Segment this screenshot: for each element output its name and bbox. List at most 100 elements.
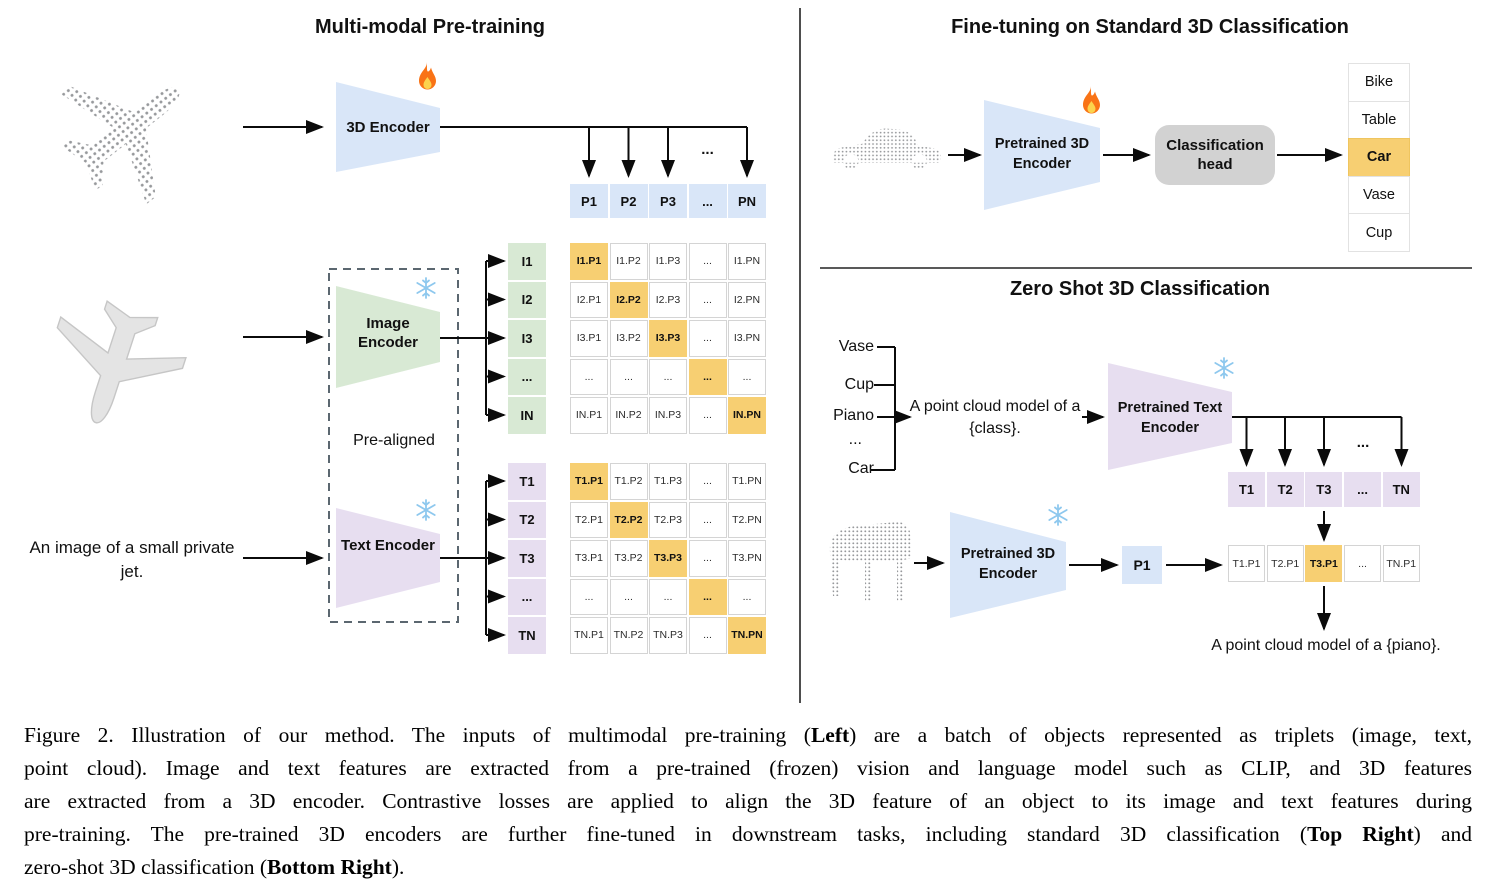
matrix-cell: ... xyxy=(688,617,727,654)
text-encoder-label: Text Encoder xyxy=(341,537,435,554)
matrix-cell: T2.P2 xyxy=(609,501,648,538)
pre-aligned-label: Pre-aligned xyxy=(353,432,435,449)
p-cell: P2 xyxy=(609,184,648,218)
p-cell: PN xyxy=(728,184,766,218)
result-cell-highlighted: T3.P1 xyxy=(1305,545,1343,582)
matrix-cell: I1.P1 xyxy=(570,243,608,280)
zeroshot-t-row: T1 T2 T3 ... TN xyxy=(1228,472,1420,507)
finetune-encoder-label: Pretrained 3D Encoder xyxy=(994,136,1090,172)
caption-line: pre-training. The pre-trained 3D encoder… xyxy=(24,822,1472,846)
zeroshot-class: Piano xyxy=(833,407,874,424)
matrix-cell: ... xyxy=(609,358,648,395)
t-cell: T1 xyxy=(1228,472,1265,507)
matrix-cell: ... xyxy=(688,281,727,318)
result-cell: T1.P1 xyxy=(1228,545,1265,582)
i-cell: IN xyxy=(508,397,546,434)
ellipsis: ... xyxy=(1356,434,1370,451)
zeroshot-3d-encoder-label: Pretrained 3D Encoder xyxy=(960,546,1056,582)
image-encoder-shape xyxy=(336,286,440,388)
matrix-cell: I2.P3 xyxy=(649,281,687,318)
class-list: Bike Table Car Vase Cup xyxy=(1348,63,1410,252)
i-cell: I1 xyxy=(508,243,546,280)
matrix-cell: T2.PN xyxy=(728,501,766,538)
zeroshot-title: Zero Shot 3D Classification xyxy=(1009,278,1271,300)
snowflake-icon xyxy=(416,277,436,299)
matrix-cell: I3.P3 xyxy=(649,320,687,357)
airplane-point-cloud xyxy=(59,85,180,205)
zeroshot-text-encoder-label: Pretrained Text Encoder xyxy=(1117,400,1223,436)
t-cell: T2 xyxy=(508,501,546,538)
matrix-cell: I3.P1 xyxy=(570,320,608,357)
p-cell: ... xyxy=(688,184,727,218)
matrix-cell: I2.PN xyxy=(728,281,766,318)
matrix-cell: ... xyxy=(688,540,727,577)
matrix-cell: I3.PN xyxy=(728,320,766,357)
caption-line: Figure 2. Illustration of our method. Th… xyxy=(24,723,1472,747)
image-encoder-label: Image Encoder xyxy=(357,315,418,351)
figure-caption: Figure 2. Illustration of our method. Th… xyxy=(24,719,1472,884)
fire-icon xyxy=(419,62,436,90)
matrix-cell: T3.PN xyxy=(728,540,766,577)
matrix-cell: I1.P3 xyxy=(649,243,687,280)
zeroshot-3d-encoder-shape xyxy=(950,512,1066,618)
jet-photo xyxy=(56,300,187,424)
result-cell: TN.P1 xyxy=(1382,545,1420,582)
matrix-cell: I2.P2 xyxy=(609,281,648,318)
matrix-cell: ... xyxy=(688,358,727,395)
matrix-cell: I1.PN xyxy=(728,243,766,280)
t-cell: TN xyxy=(1382,472,1420,507)
zeroshot-class-ellipsis: ... xyxy=(848,431,862,448)
finetune-title: Fine-tuning on Standard 3D Classificatio… xyxy=(951,16,1349,38)
matrix-cell: T1.P3 xyxy=(649,463,687,500)
matrix-cell: T3.P1 xyxy=(570,540,608,577)
t-cell: T1 xyxy=(508,463,546,500)
zeroshot-class: Vase xyxy=(838,338,874,355)
pre-aligned-box xyxy=(328,268,459,623)
p-cell: P1 xyxy=(570,184,608,218)
t-cell: T3 xyxy=(508,540,546,577)
ellipsis: ... xyxy=(701,141,714,158)
matrix-cell: ... xyxy=(688,243,727,280)
connector-arrows-left xyxy=(243,120,754,642)
matrix-cell: ... xyxy=(728,578,766,615)
class-item: Vase xyxy=(1348,175,1410,215)
finetune-encoder-shape xyxy=(984,100,1100,210)
matrix-cell: ... xyxy=(688,578,727,615)
piano-point-cloud xyxy=(829,522,912,602)
text-encoder-shape xyxy=(336,508,440,608)
i-cell: I3 xyxy=(508,320,546,357)
p-cell: P3 xyxy=(649,184,687,218)
matrix-cell: IN.P2 xyxy=(609,397,648,434)
matrix-cell: ... xyxy=(688,463,727,500)
prompt-template: A point cloud model of a {class}. xyxy=(909,398,1081,437)
matrix-cell: T1.P1 xyxy=(570,463,608,500)
matrix-cell: ... xyxy=(649,578,687,615)
zeroshot-class: Cup xyxy=(844,376,874,393)
matrix-cell: T2.P3 xyxy=(649,501,687,538)
p-feature-row: P1 P2 P3 ... PN xyxy=(570,184,766,218)
zeroshot-text-encoder-shape xyxy=(1108,363,1232,470)
snowflake-icon xyxy=(1214,357,1234,379)
matrix-cell: IN.P1 xyxy=(570,397,608,434)
car-point-cloud xyxy=(832,128,942,170)
result-cell: ... xyxy=(1344,545,1382,582)
matrix-cell: ... xyxy=(688,397,727,434)
zeroshot-class: Car xyxy=(848,460,874,477)
text-feature-column: T1 T2 T3 ... TN xyxy=(508,463,546,654)
matrix-cell: ... xyxy=(728,358,766,395)
matrix-cell: I3.P2 xyxy=(609,320,648,357)
matrix-cell: IN.P3 xyxy=(649,397,687,434)
p1-feature-box: P1 xyxy=(1122,546,1162,584)
matrix-cell: T2.P1 xyxy=(570,501,608,538)
matrix-cell: I2.P1 xyxy=(570,281,608,318)
matrix-cell: TN.P2 xyxy=(609,617,648,654)
matrix-cell: ... xyxy=(609,578,648,615)
classification-head: Classification head xyxy=(1155,125,1275,185)
t-cell: ... xyxy=(1344,472,1382,507)
snowflake-icon xyxy=(1048,504,1068,526)
i-cell: I2 xyxy=(508,281,546,318)
t-cell: T2 xyxy=(1266,472,1304,507)
class-item: Cup xyxy=(1348,213,1410,252)
